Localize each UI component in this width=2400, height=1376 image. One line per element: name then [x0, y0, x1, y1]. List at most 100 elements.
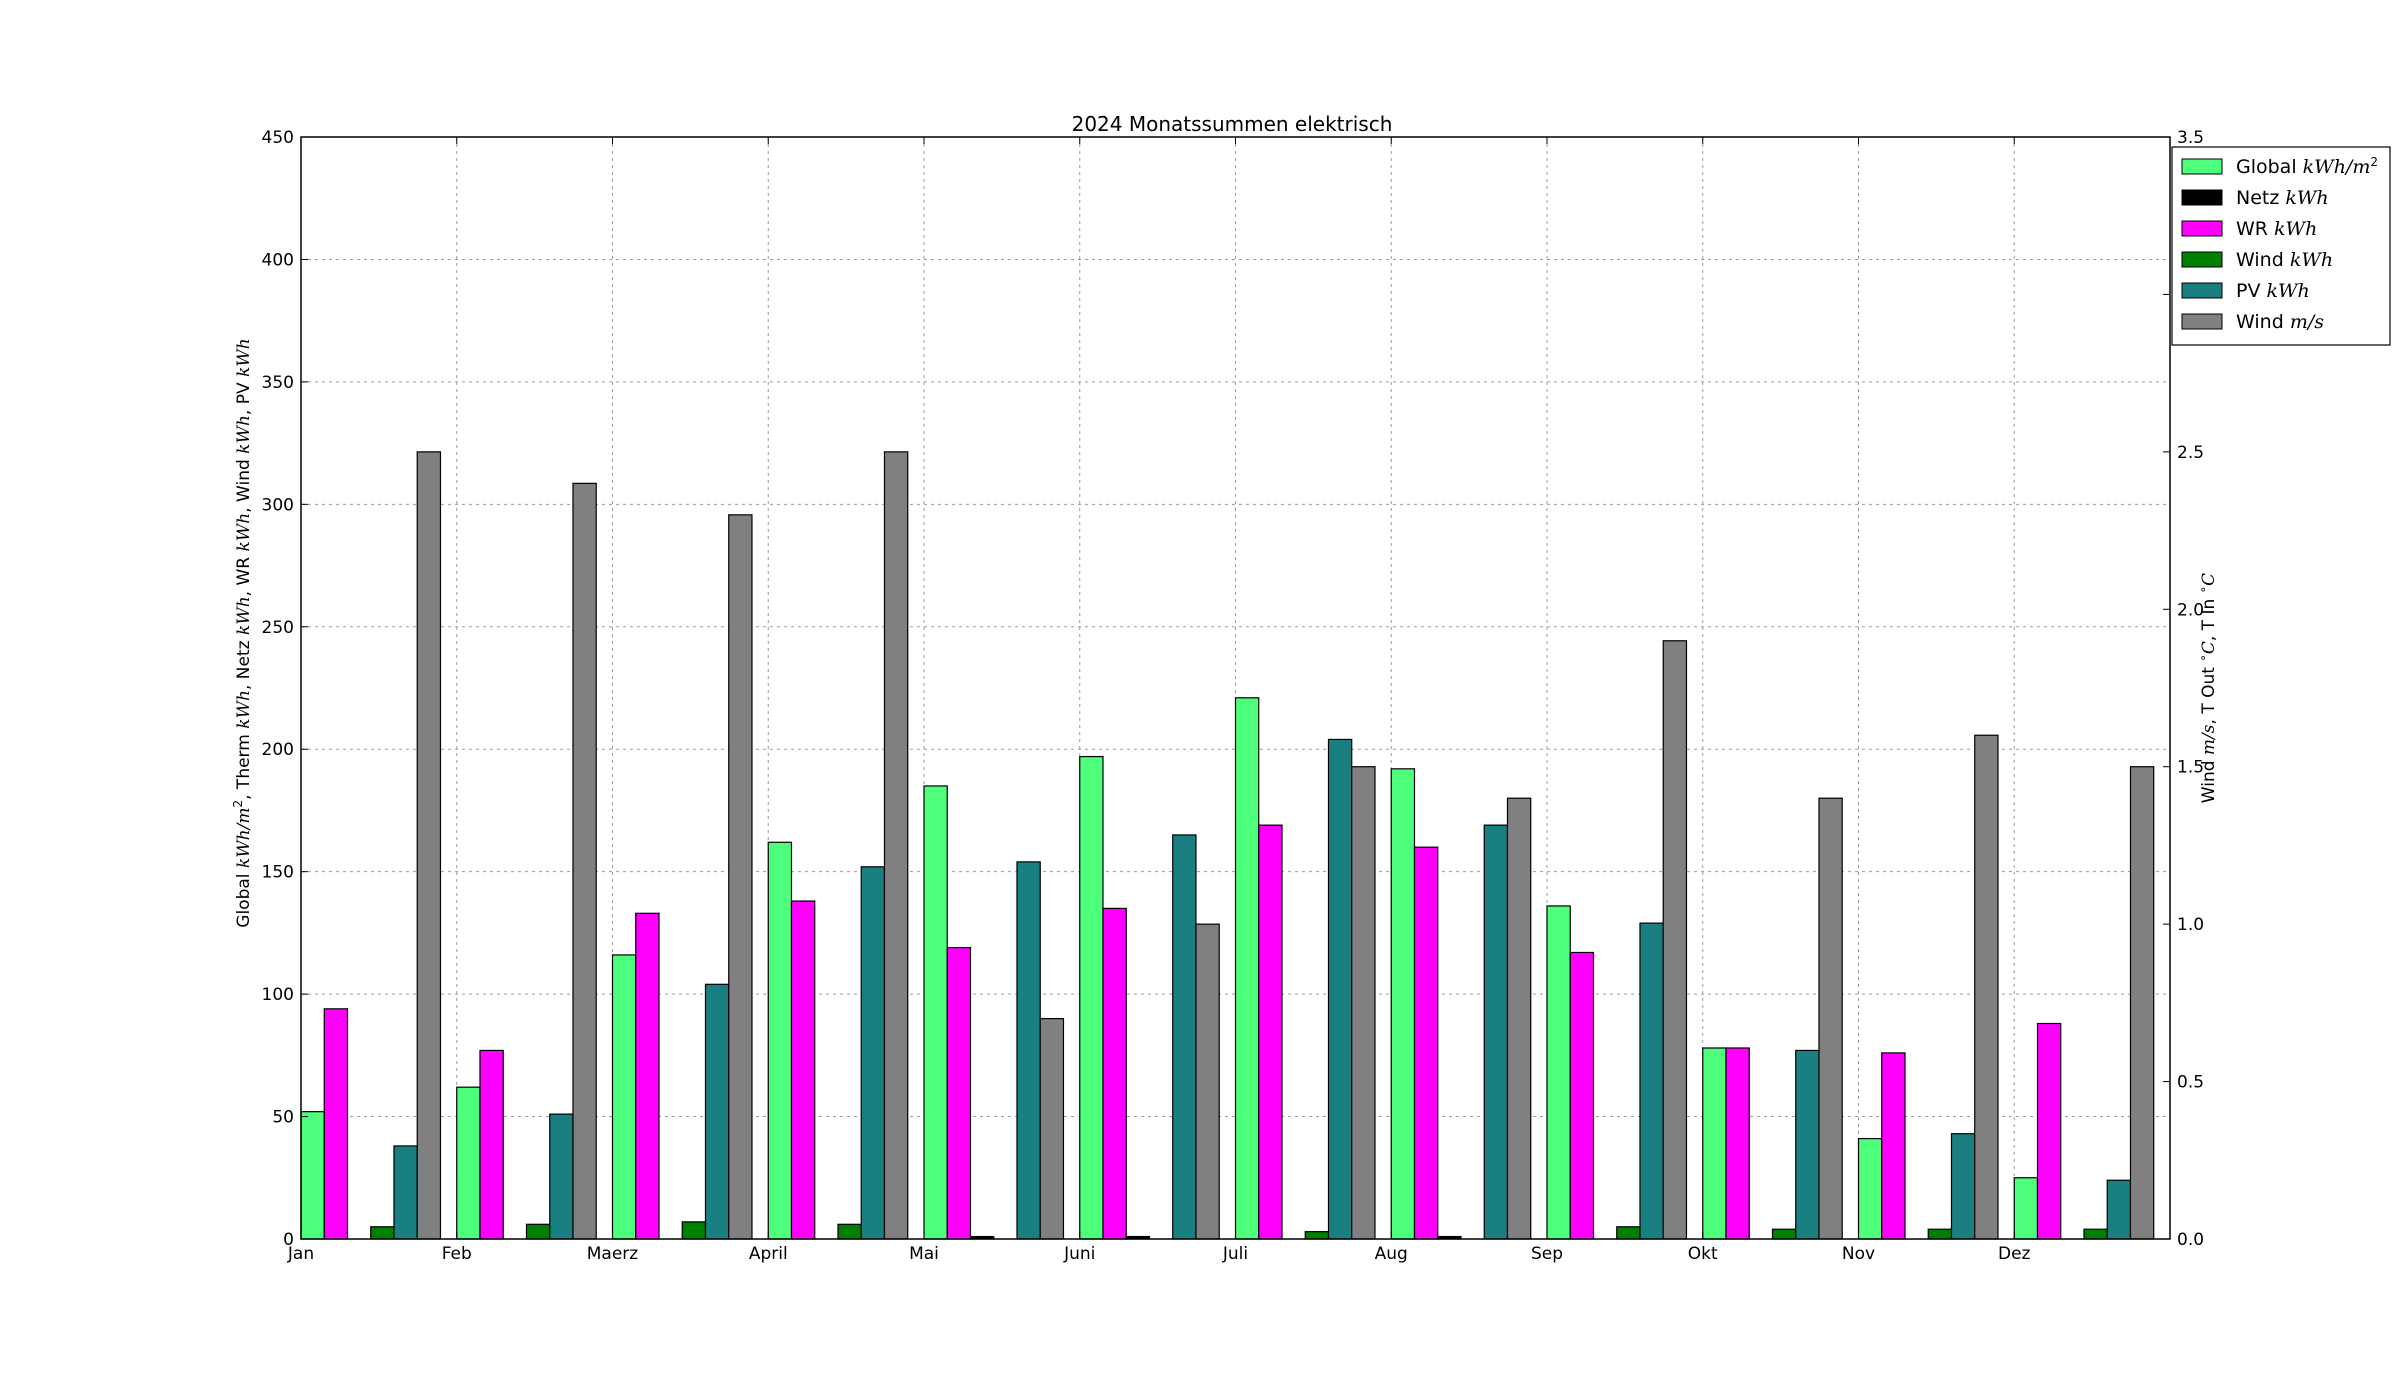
- x-axis: Jan Feb Maerz April Mai Juni Juli Aug Sep Okt Nov D…: [287, 137, 2031, 1264]
- bar-wr-kwh-feb: [479, 1049, 504, 1240]
- bar-pv-kwh-sep: [1639, 922, 1664, 1240]
- y-tick-label-left: 300: [262, 495, 294, 515]
- y-axis-left: 0 50 100 150 200 250 300 350 400 450: [262, 128, 308, 1250]
- bar-global-kwhm-nov: [1857, 1137, 1883, 1240]
- y-tick-label-left: 450: [262, 128, 294, 148]
- legend-entry: Wind m/s: [2236, 311, 2324, 333]
- bar-wind-ms-mai: [1039, 1017, 1065, 1240]
- bar-wind-kwh-maerz: [681, 1221, 707, 1240]
- legend-entry-name: WR: [2236, 218, 2268, 240]
- bar-pv-kwh-okt: [1795, 1049, 1820, 1240]
- bars: [300, 451, 2155, 1240]
- bar-wind-kwh-jan: [370, 1226, 395, 1240]
- legend-entry-name: Wind: [2236, 311, 2284, 333]
- chart-title: 2024 Monatssummen elektrisch: [1072, 112, 1393, 136]
- x-tick-label: Juni: [1063, 1244, 1095, 1264]
- legend-entry-unit: kWh/m: [2303, 156, 2371, 178]
- x-tick-label: Okt: [1688, 1244, 1718, 1264]
- bar-wind-ms-juni: [1195, 923, 1220, 1240]
- y-tick-label-left: 250: [262, 618, 294, 638]
- bar-global-kwhm-april: [767, 841, 793, 1240]
- y-tick-label-right: 0.0: [2177, 1230, 2204, 1250]
- legend-swatch: [2181, 313, 2223, 330]
- y-tick-label-left: 400: [262, 250, 294, 270]
- bar-pv-kwh-mai: [1016, 861, 1041, 1240]
- bar-wind-ms-okt: [1818, 797, 1843, 1240]
- bar-global-kwhm-dez: [2013, 1177, 2039, 1240]
- y-tick-label-right: 1.5: [2177, 758, 2204, 778]
- bar-pv-kwh-feb: [549, 1113, 574, 1240]
- bar-pv-kwh-maerz: [704, 983, 730, 1240]
- y-tick-label-right: 2.5: [2177, 443, 2204, 463]
- legend-entry-name: Wind: [2236, 249, 2284, 271]
- legend-swatch: [2181, 220, 2223, 237]
- y-tick-label-left: 150: [262, 863, 294, 883]
- x-tick-label: Aug: [1375, 1244, 1408, 1264]
- legend-entry: Global kWh/m2: [2236, 155, 2378, 178]
- bar-wr-kwh-mai: [946, 946, 972, 1240]
- legend-swatch: [2181, 189, 2223, 206]
- bar-pv-kwh-juli: [1327, 738, 1353, 1240]
- bar-pv-kwh-jan: [393, 1145, 418, 1240]
- bar-wr-kwh-maerz: [635, 912, 660, 1240]
- bar-wind-ms-nov: [1974, 734, 1999, 1240]
- x-tick-label: Juli: [1222, 1244, 1248, 1264]
- bar-wind-kwh-juli: [1304, 1231, 1330, 1240]
- x-tick-label: April: [749, 1244, 788, 1264]
- legend-entry: WR kWh: [2236, 218, 2317, 240]
- bar-wind-kwh-april: [837, 1223, 862, 1240]
- bar-wind-kwh-sep: [1616, 1226, 1641, 1240]
- bar-wind-kwh-feb: [525, 1223, 551, 1240]
- legend-entry-unit: kWh: [2267, 280, 2310, 302]
- legend-entry: Wind kWh: [2236, 249, 2333, 271]
- legend-entry-unit: kWh: [2285, 187, 2328, 209]
- bar-wr-kwh-april: [790, 900, 816, 1240]
- y-tick-label-right: 0.5: [2177, 1073, 2204, 1093]
- bar-wr-kwh-nov: [1881, 1052, 1906, 1240]
- x-tick-label: Feb: [442, 1244, 472, 1264]
- bar-pv-kwh-juni: [1172, 834, 1197, 1240]
- bar-pv-kwh-aug: [1483, 824, 1509, 1240]
- legend-swatch: [2181, 158, 2223, 175]
- legend-entry-unit: kWh: [2274, 218, 2317, 240]
- legend-entry-name: Global: [2236, 156, 2297, 178]
- legend-entry-name: Netz: [2236, 187, 2279, 209]
- x-tick-label: Sep: [1531, 1244, 1563, 1264]
- bar-global-kwhm-juli: [1234, 697, 1260, 1240]
- y-axis-right-label: Wind m/s, T Out ∘C, T In ∘C: [2196, 573, 2219, 803]
- legend-entry-name: PV: [2236, 280, 2260, 302]
- bar-wind-ms-jan: [416, 451, 442, 1240]
- bar-pv-kwh-nov: [1950, 1133, 1976, 1240]
- y-tick-label-right: 2.0: [2177, 600, 2204, 620]
- bar-global-kwhm-aug: [1390, 768, 1416, 1240]
- bar-wind-ms-april: [883, 451, 909, 1240]
- legend-swatch: [2181, 282, 2223, 299]
- y-tick-label-left: 0: [283, 1230, 294, 1250]
- bar-global-kwhm-feb: [456, 1086, 481, 1240]
- x-tick-label: Nov: [1842, 1244, 1875, 1264]
- bar-wind-ms-sep: [1662, 640, 1688, 1240]
- bar-wr-kwh-juli: [1258, 824, 1283, 1240]
- legend-entry: Netz kWh: [2236, 187, 2329, 209]
- bar-wind-ms-juli: [1351, 766, 1376, 1240]
- legend-entry-unit: kWh: [2290, 249, 2333, 271]
- bar-wr-kwh-aug: [1413, 846, 1439, 1240]
- bar-global-kwhm-juni: [1079, 755, 1104, 1240]
- y-tick-label-right: 1.0: [2177, 915, 2204, 935]
- bar-wind-ms-feb: [572, 482, 597, 1240]
- bar-pv-kwh-dez: [2106, 1179, 2132, 1240]
- bar-wr-kwh-dez: [2036, 1022, 2062, 1240]
- bar-wind-kwh-okt: [1771, 1228, 1797, 1240]
- x-tick-label: Jan: [287, 1244, 314, 1264]
- y-tick-label-right: 3.5: [2177, 128, 2204, 148]
- bar-global-kwhm-sep: [1546, 905, 1571, 1240]
- bar-wind-kwh-dez: [2083, 1228, 2108, 1240]
- bar-wind-kwh-nov: [1927, 1228, 1953, 1240]
- legend-swatch: [2181, 251, 2223, 268]
- legend-entry: PV kWh: [2236, 280, 2310, 302]
- y-tick-label-left: 50: [272, 1108, 294, 1128]
- bar-wr-kwh-sep: [1569, 951, 1595, 1240]
- bar-global-kwhm-mai: [923, 785, 948, 1240]
- y-tick-label-left: 200: [262, 740, 294, 760]
